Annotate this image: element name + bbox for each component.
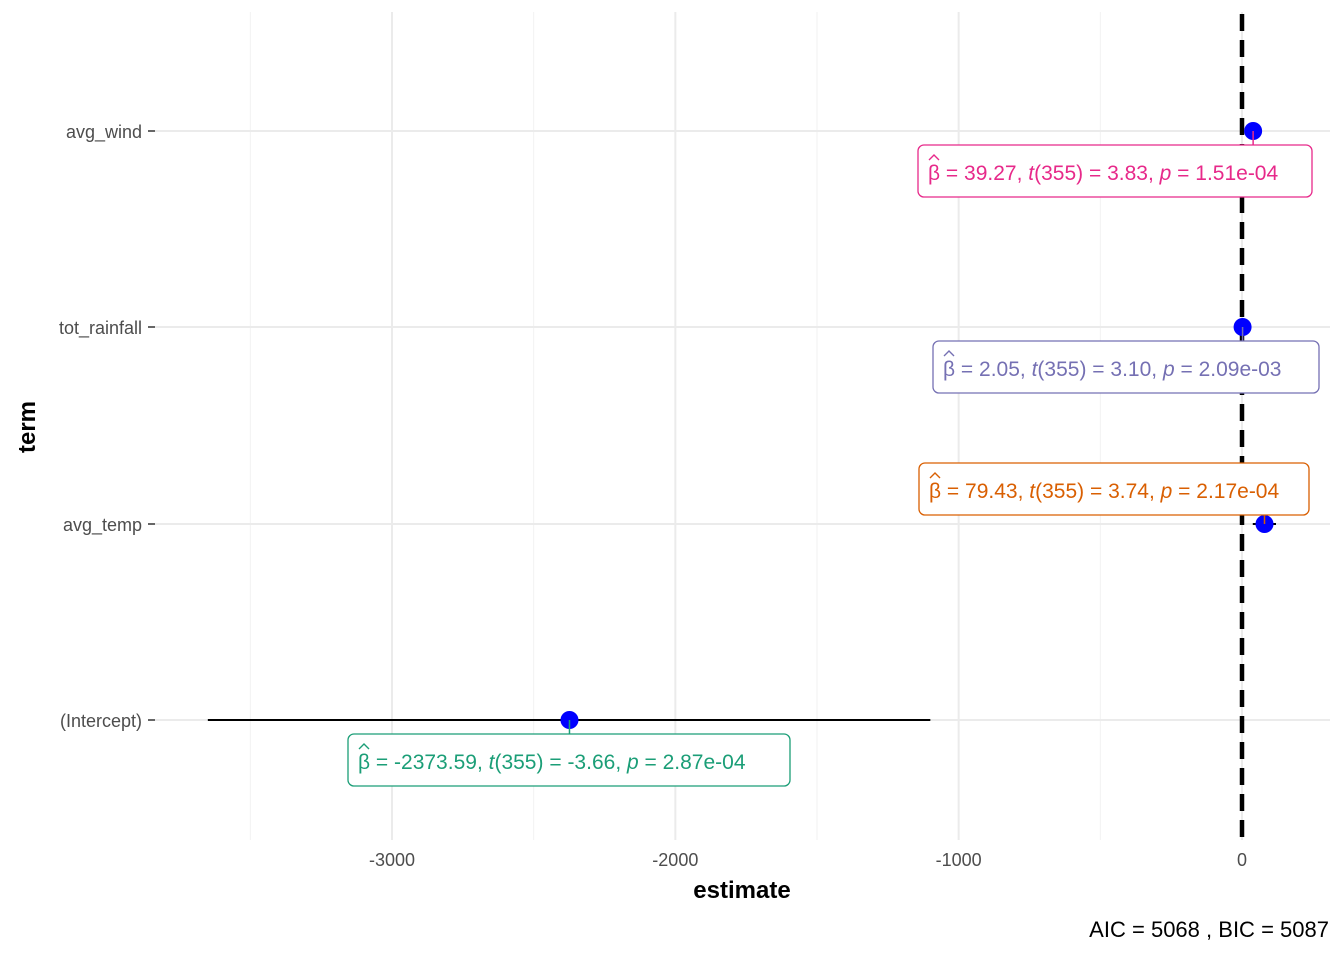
y-tick-label: avg_temp — [63, 515, 142, 536]
separator: , — [1018, 480, 1030, 503]
bic-label: BIC — [1218, 917, 1255, 942]
equals-sign: = — [1171, 162, 1195, 185]
df-value: 355 — [1041, 162, 1076, 185]
t-symbol: t — [1032, 358, 1039, 381]
paren-equals: ) = — [1079, 358, 1110, 381]
separator: , — [1206, 917, 1218, 942]
p-symbol: p — [1160, 480, 1173, 503]
t-value: 3.10 — [1110, 358, 1151, 381]
beta-hat-icon — [358, 743, 370, 750]
separator: , — [1151, 358, 1163, 381]
y-axis-ticks: (Intercept) avg_temp tot_rainfall avg_wind — [59, 122, 155, 731]
paren: ( — [1035, 480, 1042, 503]
separator: , — [1017, 162, 1029, 185]
estimate-label-text: β = -2373.59, t(355) = -3.66, p = 2.87e-… — [358, 751, 746, 774]
beta-value: 79.43 — [965, 480, 1018, 503]
y-tick-label: avg_wind — [66, 122, 142, 143]
t-symbol: t — [489, 751, 496, 774]
equals-sign: = — [940, 162, 964, 185]
beta-value: 2.05 — [979, 358, 1020, 381]
label-box — [918, 462, 1310, 516]
p-value: 2.17e-04 — [1196, 480, 1279, 503]
y-axis-title: term — [14, 401, 41, 453]
confidence-intervals — [207, 130, 1276, 721]
equals-sign: = — [1132, 917, 1151, 942]
p-value: 2.87e-04 — [663, 751, 746, 774]
paren: ( — [494, 751, 501, 774]
p-symbol: p — [1162, 358, 1175, 381]
beta-symbol: β — [928, 162, 940, 185]
equals-sign: = — [1172, 480, 1196, 503]
beta-hat-icon — [943, 350, 955, 357]
beta-symbol: β — [929, 480, 941, 503]
x-axis-ticks: -3000 -2000 -1000 0 — [369, 850, 1247, 870]
separator: , — [1020, 358, 1032, 381]
paren: ( — [1037, 358, 1044, 381]
t-symbol: t — [1028, 162, 1035, 185]
paren-equals: ) = — [537, 751, 568, 774]
y-tick-label: tot_rainfall — [59, 318, 142, 339]
separator: , — [477, 751, 489, 774]
df-value: 355 — [1044, 358, 1079, 381]
paren-equals: ) = — [1076, 162, 1107, 185]
beta-value: -2373.59 — [394, 751, 477, 774]
separator: , — [1149, 480, 1161, 503]
beta-symbol: β — [358, 751, 370, 774]
y-tick-label: (Intercept) — [60, 711, 142, 731]
p-symbol: p — [626, 751, 639, 774]
x-tick-label: -3000 — [369, 850, 415, 870]
df-value: 355 — [1042, 480, 1077, 503]
label-box — [917, 144, 1313, 198]
t-symbol: t — [1029, 480, 1036, 503]
t-value: -3.66 — [567, 751, 615, 774]
grid-lines — [155, 12, 1330, 840]
p-symbol: p — [1159, 162, 1172, 185]
beta-hat-icon — [928, 154, 940, 161]
estimate-label-text: β = 39.27, t(355) = 3.83, p = 1.51e-04 — [928, 162, 1278, 185]
estimate-labels: β = -2373.59, t(355) = -3.66, p = 2.87e-… — [347, 131, 1320, 787]
estimate-label-text: β = 2.05, t(355) = 3.10, p = 2.09e-03 — [943, 358, 1281, 381]
equals-sign: = — [1175, 358, 1199, 381]
equals-sign: = — [1261, 917, 1280, 942]
t-value: 3.83 — [1107, 162, 1148, 185]
x-axis-title: estimate — [693, 877, 790, 904]
beta-hat-icon — [929, 472, 941, 479]
model-fit-caption: AIC = 5068 , BIC = 5087 — [1089, 917, 1329, 942]
beta-symbol: β — [943, 358, 955, 381]
x-tick-label: 0 — [1237, 850, 1247, 870]
beta-value: 39.27 — [964, 162, 1017, 185]
equals-sign: = — [941, 480, 965, 503]
equals-sign: = — [370, 751, 394, 774]
x-tick-label: -2000 — [652, 850, 698, 870]
aic-label: AIC — [1089, 917, 1126, 942]
separator: , — [615, 751, 627, 774]
df-value: 355 — [501, 751, 536, 774]
estimate-label-text: β = 79.43, t(355) = 3.74, p = 2.17e-04 — [929, 480, 1279, 503]
label-box — [347, 733, 791, 787]
paren: ( — [1034, 162, 1041, 185]
bic-value: 5087 — [1280, 917, 1329, 942]
equals-sign: = — [955, 358, 979, 381]
equals-sign: = — [639, 751, 663, 774]
estimate-points — [560, 122, 1274, 729]
p-value: 2.09e-03 — [1199, 358, 1282, 381]
x-tick-label: -1000 — [936, 850, 982, 870]
label-box — [932, 340, 1320, 394]
p-value: 1.51e-04 — [1195, 162, 1278, 185]
separator: , — [1148, 162, 1160, 185]
t-value: 3.74 — [1108, 480, 1149, 503]
aic-value: 5068 — [1151, 917, 1200, 942]
paren-equals: ) = — [1077, 480, 1108, 503]
